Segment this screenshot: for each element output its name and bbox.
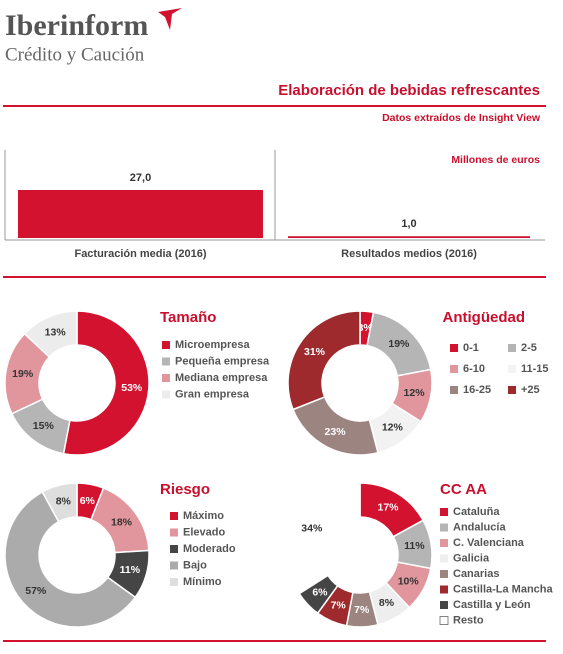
legend-label: 2-5 xyxy=(521,342,537,354)
legend-label: Microempresa xyxy=(175,339,250,351)
legend-label: Bajo xyxy=(183,559,207,571)
legend-swatch xyxy=(170,578,178,586)
legend-swatch xyxy=(440,570,448,578)
legend-label: Gran empresa xyxy=(175,388,250,400)
legend-label: Castilla-La Mancha xyxy=(453,583,554,595)
legend-label: Andalucía xyxy=(453,521,506,533)
legend-label: Elevado xyxy=(183,526,225,538)
chart-title: Riesgo xyxy=(160,481,210,498)
legend-label: 0-1 xyxy=(463,342,479,354)
legend-swatch xyxy=(162,341,170,349)
brand: Iberinform xyxy=(5,9,148,42)
legend-swatch xyxy=(162,357,170,366)
legend-swatch xyxy=(170,528,178,537)
value-label: 7% xyxy=(354,604,370,616)
value-label: 17% xyxy=(377,501,399,513)
donut-segment xyxy=(41,482,78,523)
legend-swatch xyxy=(450,386,458,394)
legend-label: C. Valenciana xyxy=(453,537,525,549)
value-label: 8% xyxy=(56,496,72,508)
legend-label: 16-25 xyxy=(463,384,491,396)
legend-label: Máximo xyxy=(183,510,224,522)
legend-label: Castilla y León xyxy=(453,599,531,611)
legend-label: 11-15 xyxy=(521,363,549,375)
chart-title: CC AA xyxy=(440,481,487,498)
value-label: 19% xyxy=(388,338,410,350)
value-label: 13% xyxy=(45,326,67,338)
value-label: 8% xyxy=(379,597,395,609)
category-label: Facturación media (2016) xyxy=(74,248,206,260)
donut-segment xyxy=(287,310,361,411)
value-label: 34% xyxy=(301,522,323,534)
value-label: 12% xyxy=(382,421,404,433)
chart-title: Tamaño xyxy=(160,309,216,326)
value-label: 27,0 xyxy=(130,172,151,184)
legend-swatch xyxy=(162,390,170,399)
value-label: 11% xyxy=(404,540,425,552)
legend-swatch xyxy=(508,365,516,373)
donut-segment xyxy=(4,490,137,628)
logo-mark xyxy=(158,8,182,30)
bar xyxy=(18,190,263,238)
legend-swatch xyxy=(440,523,448,532)
donut-segment xyxy=(287,482,361,595)
legend-swatch xyxy=(170,545,178,553)
legend-swatch xyxy=(170,512,178,520)
value-label: 1,0 xyxy=(401,218,416,230)
tagline: Crédito y Caución xyxy=(5,44,145,65)
legend-swatch xyxy=(508,386,516,394)
value-label: 12% xyxy=(404,387,426,399)
legend-swatch xyxy=(450,365,458,373)
value-label: 23% xyxy=(325,426,347,438)
legend-swatch xyxy=(170,561,178,570)
legend-label: Pequeña empresa xyxy=(175,355,270,367)
legend-label: 6-10 xyxy=(463,363,485,375)
value-label: 19% xyxy=(12,368,34,380)
value-label: 6% xyxy=(80,495,96,507)
legend-label: Canarias xyxy=(453,568,499,580)
legend-label: Resto xyxy=(453,614,484,626)
legend-swatch xyxy=(440,601,448,609)
value-label: 15% xyxy=(33,420,55,432)
legend-label: Mínimo xyxy=(183,576,222,588)
legend-swatch xyxy=(440,539,448,547)
value-label: 57% xyxy=(25,585,47,597)
page-title: Elaboración de bebidas refrescantes xyxy=(278,82,540,99)
legend-label: +25 xyxy=(521,384,540,396)
chart-title: Antigüedad xyxy=(443,309,526,326)
legend-swatch xyxy=(440,554,448,563)
value-label: 11% xyxy=(120,564,141,576)
value-label: 7% xyxy=(331,599,347,611)
value-label: 18% xyxy=(111,516,133,528)
legend-label: Galicia xyxy=(453,552,490,564)
legend-swatch xyxy=(440,585,448,594)
legend-label: Cataluña xyxy=(453,506,500,518)
category-label: Resultados medios (2016) xyxy=(341,248,477,260)
legend-label: Moderado xyxy=(183,543,236,555)
legend-label: Mediana empresa xyxy=(175,372,268,384)
legend-swatch xyxy=(439,616,449,625)
legend-swatch xyxy=(450,344,458,352)
page-subtitle: Datos extraídos de Insight View xyxy=(382,112,541,124)
donut-segment xyxy=(62,310,150,456)
legend-swatch xyxy=(508,344,516,352)
value-label: 53% xyxy=(121,382,143,394)
legend-swatch xyxy=(440,508,448,516)
donut-segment xyxy=(23,310,78,359)
value-label: 6% xyxy=(312,586,328,598)
legend-swatch xyxy=(162,374,170,382)
bar xyxy=(288,236,530,238)
value-label: 31% xyxy=(304,346,326,358)
value-label: 10% xyxy=(398,575,420,587)
annotation: Millones de euros xyxy=(451,154,540,166)
